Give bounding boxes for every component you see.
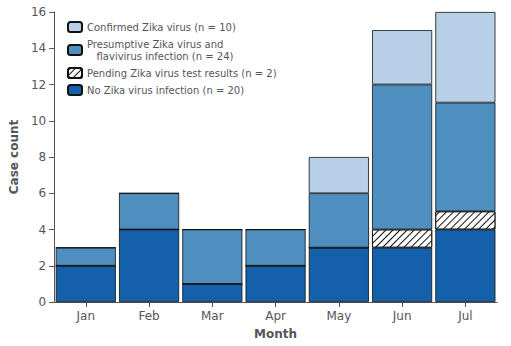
svg-text:4: 4 (39, 223, 47, 237)
svg-text:Jan: Jan (76, 309, 96, 323)
svg-text:flavivirus infection (n = 24): flavivirus infection (n = 24) (87, 51, 234, 62)
svg-text:Pending Zika virus test result: Pending Zika virus test results (n = 2) (87, 68, 277, 79)
svg-text:12: 12 (31, 78, 46, 92)
svg-text:No Zika virus infection (n = 2: No Zika virus infection (n = 20) (87, 85, 244, 96)
svg-text:May: May (326, 309, 351, 323)
svg-text:6: 6 (39, 186, 47, 200)
svg-text:8: 8 (39, 150, 47, 164)
svg-text:Confirmed Zika virus (n = 10): Confirmed Zika virus (n = 10) (87, 22, 236, 33)
svg-text:Jun: Jun (392, 309, 412, 323)
svg-text:Case count: Case count (7, 119, 21, 194)
svg-text:10: 10 (31, 114, 46, 128)
svg-text:14: 14 (31, 41, 46, 55)
svg-text:Presumptive Zika virus and: Presumptive Zika virus and (87, 39, 223, 50)
svg-text:16: 16 (31, 5, 46, 19)
svg-text:Jul: Jul (457, 309, 472, 323)
svg-text:Feb: Feb (138, 309, 159, 323)
svg-text:Month: Month (254, 327, 297, 341)
svg-text:2: 2 (39, 259, 47, 273)
svg-text:Mar: Mar (201, 309, 224, 323)
svg-text:Apr: Apr (265, 309, 286, 323)
svg-text:0: 0 (39, 295, 47, 309)
